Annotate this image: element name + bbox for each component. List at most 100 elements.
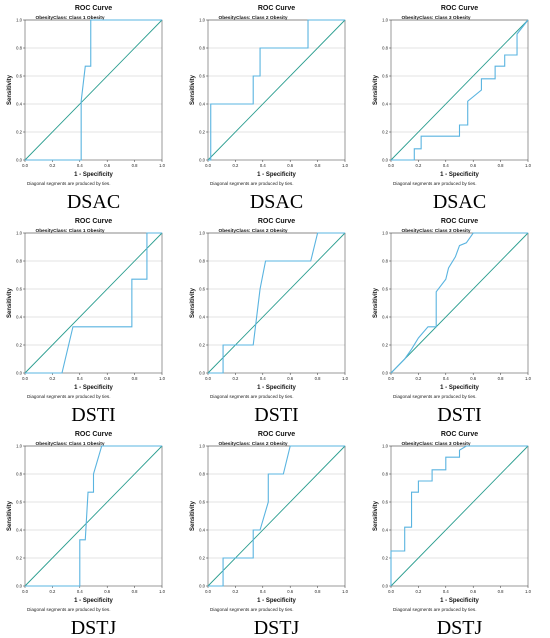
x-tick-label: 0.0: [22, 376, 28, 381]
roc-panel: ROC Curve ObesityClass: Class 1 Obesity 0.…: [7, 5, 166, 213]
footnote: Diagonal segments are produced by ties.: [27, 181, 111, 186]
x-tick-label: 0.6: [470, 163, 476, 168]
x-axis-label: 1 - Specificity: [257, 172, 296, 178]
roc-curve-line: [208, 19, 345, 161]
y-tick-label: 0.6: [16, 74, 22, 79]
y-tick-label: 0.2: [382, 343, 388, 348]
reference-diagonal-line: [207, 232, 346, 374]
y-tick-label: 0.6: [382, 287, 388, 292]
plot-frame: [207, 19, 346, 161]
chart-title: ROC Curve: [75, 218, 112, 225]
panel-label: DSAC: [250, 191, 303, 213]
panel-label: DSTI: [437, 404, 481, 426]
x-tick-label: 0.6: [470, 589, 476, 594]
y-tick-label: 0.0: [199, 584, 205, 589]
y-tick-label: 0.6: [199, 74, 205, 79]
y-tick-label: 0.4: [382, 315, 388, 320]
y-axis-label: Sensitivity: [7, 287, 13, 318]
roc-panel: ROC Curve ObesityClass: Class 1 Obesity 0.…: [7, 218, 166, 426]
roc-panel: ROC Curve ObesityClass: Class 1 Obesity 0.…: [7, 431, 166, 638]
chart-subtitle: ObesityClass: Class 3 Obesity: [401, 441, 470, 447]
footnote: Diagonal segments are produced by ties.: [393, 181, 477, 186]
y-tick-label: 1.0: [199, 231, 205, 236]
x-tick-label: 0.0: [205, 589, 211, 594]
y-tick-label: 0.0: [382, 158, 388, 163]
x-tick-label: 1.0: [525, 163, 531, 168]
x-axis-label: 1 - Specificity: [74, 598, 113, 604]
y-tick-label: 1.0: [16, 18, 22, 23]
x-tick-label: 0.2: [415, 589, 421, 594]
x-tick-label: 0.6: [287, 376, 293, 381]
x-tick-label: 1.0: [159, 376, 165, 381]
y-axis-label: Sensitivity: [190, 74, 196, 105]
y-tick-label: 0.4: [199, 315, 205, 320]
y-tick-label: 0.2: [199, 130, 205, 135]
y-tick-label: 0.2: [16, 343, 22, 348]
y-tick-label: 0.0: [382, 584, 388, 589]
y-tick-label: 0.4: [382, 102, 388, 107]
reference-diagonal-line: [207, 19, 346, 161]
x-tick-label: 0.2: [49, 163, 55, 168]
chart-title: ROC Curve: [441, 218, 478, 225]
y-tick-label: 1.0: [199, 18, 205, 23]
x-tick-label: 1.0: [159, 163, 165, 168]
x-axis-label: 1 - Specificity: [74, 172, 113, 178]
x-tick-label: 0.4: [260, 163, 266, 168]
y-axis-label: Sensitivity: [7, 500, 13, 531]
x-tick-label: 1.0: [525, 376, 531, 381]
panel-label: DSTJ: [254, 617, 300, 638]
chart-title: ROC Curve: [441, 5, 478, 12]
x-tick-label: 0.6: [287, 163, 293, 168]
y-tick-label: 0.4: [16, 315, 22, 320]
y-tick-label: 0.0: [16, 371, 22, 376]
y-tick-label: 0.2: [199, 556, 205, 561]
y-tick-label: 0.4: [199, 102, 205, 107]
y-tick-label: 0.0: [199, 158, 205, 163]
y-tick-label: 0.8: [382, 46, 388, 51]
y-tick-label: 0.8: [199, 259, 205, 264]
x-axis-label: 1 - Specificity: [440, 598, 479, 604]
x-tick-label: 0.4: [443, 376, 449, 381]
x-tick-label: 0.6: [470, 376, 476, 381]
plot-frame: [390, 232, 529, 374]
footnote: Diagonal segments are produced by ties.: [210, 394, 294, 399]
roc-curve-line: [208, 232, 345, 374]
y-tick-label: 0.6: [199, 287, 205, 292]
roc-curve-line: [25, 232, 162, 374]
x-tick-label: 1.0: [342, 376, 348, 381]
x-tick-label: 0.4: [443, 163, 449, 168]
roc-curve-line: [25, 445, 162, 587]
x-tick-label: 0.2: [232, 589, 238, 594]
x-tick-label: 0.4: [260, 589, 266, 594]
x-axis-label: 1 - Specificity: [74, 385, 113, 391]
y-tick-label: 0.4: [382, 528, 388, 533]
x-tick-label: 0.8: [498, 163, 504, 168]
roc-curve-line: [390, 445, 528, 586]
panel-label: DSTJ: [71, 617, 117, 638]
y-tick-label: 1.0: [382, 444, 388, 449]
y-tick-label: 0.2: [199, 343, 205, 348]
x-tick-label: 0.0: [205, 163, 211, 168]
plot-frame: [207, 232, 346, 374]
y-tick-label: 0.2: [16, 556, 22, 561]
y-tick-label: 0.6: [199, 500, 205, 505]
y-tick-label: 0.2: [16, 130, 22, 135]
roc-panel: ROC Curve ObesityClass: Class 2 Obesity 0.…: [190, 5, 349, 213]
x-tick-label: 1.0: [342, 589, 348, 594]
plot-frame: [24, 232, 163, 374]
chart-subtitle: ObesityClass: Class 3 Obesity: [401, 228, 470, 234]
x-tick-label: 0.4: [260, 376, 266, 381]
footnote: Diagonal segments are produced by ties.: [27, 394, 111, 399]
x-tick-label: 0.0: [388, 589, 394, 594]
y-tick-label: 0.6: [382, 500, 388, 505]
y-axis-label: Sensitivity: [190, 500, 196, 531]
y-tick-label: 1.0: [382, 18, 388, 23]
chart-subtitle: ObesityClass: Class 2 Obesity: [218, 441, 287, 447]
chart-title: ROC Curve: [258, 5, 295, 12]
x-axis-label: 1 - Specificity: [440, 172, 479, 178]
x-axis-label: 1 - Specificity: [257, 385, 296, 391]
x-tick-label: 0.8: [315, 589, 321, 594]
y-tick-label: 0.8: [199, 472, 205, 477]
x-tick-label: 0.4: [443, 589, 449, 594]
